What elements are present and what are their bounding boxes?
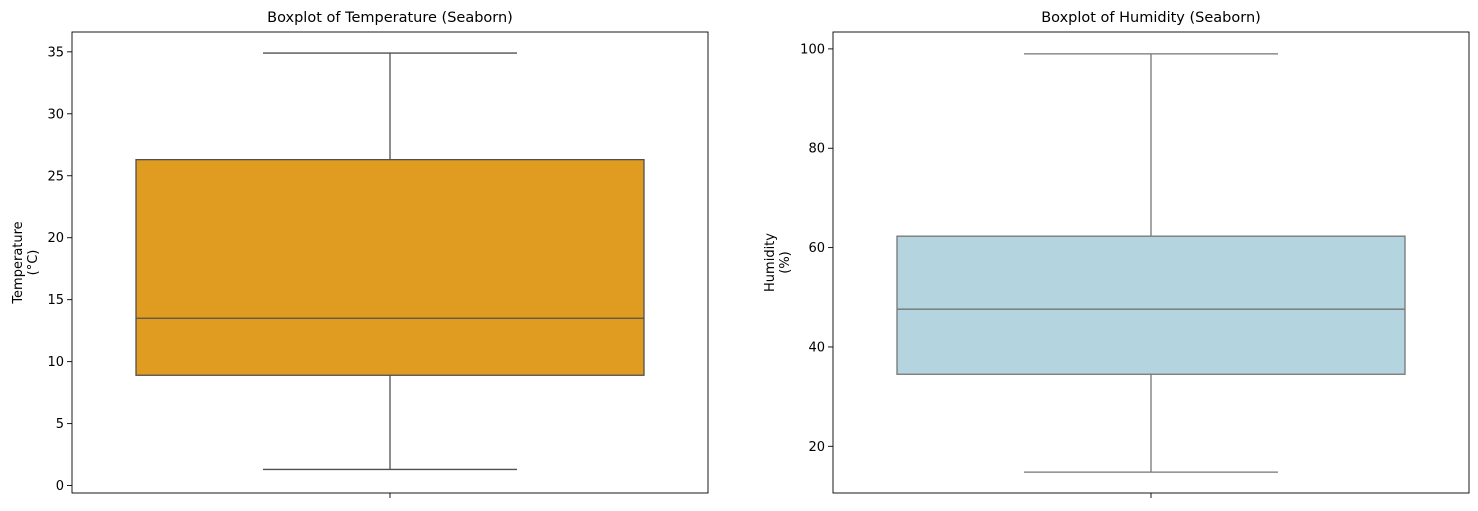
temperature-panel: Boxplot of Temperature (Seaborn) Tempera… bbox=[11, 10, 709, 498]
temperature-ytick-label: 25 bbox=[47, 169, 64, 184]
humidity-ylabel-line1: Humidity bbox=[763, 233, 778, 292]
humidity-boxplot bbox=[896, 53, 1406, 473]
temperature-chart-title: Boxplot of Temperature (Seaborn) bbox=[267, 10, 513, 26]
humidity-iqr-box bbox=[896, 235, 1406, 375]
humidity-y-ticks: 20 40 60 80 100 bbox=[800, 42, 1152, 498]
temperature-ytick-label: 15 bbox=[47, 293, 64, 308]
humidity-ylabel-line2: (%) bbox=[778, 251, 793, 274]
temperature-ytick-label: 0 bbox=[56, 479, 64, 494]
humidity-ytick-label: 20 bbox=[808, 440, 825, 455]
humidity-chart-title: Boxplot of Humidity (Seaborn) bbox=[1041, 10, 1261, 26]
temperature-ytick-label: 20 bbox=[47, 231, 64, 246]
humidity-ytick-label: 80 bbox=[808, 142, 825, 157]
humidity-ytick-label: 60 bbox=[808, 241, 825, 256]
temperature-ylabel-line2: (°C) bbox=[26, 250, 41, 276]
humidity-panel: Boxplot of Humidity (Seaborn) Humidity (… bbox=[763, 10, 1470, 498]
temperature-ytick-label: 10 bbox=[47, 355, 64, 370]
temperature-ytick-label: 5 bbox=[56, 417, 64, 432]
temperature-ytick-label: 35 bbox=[47, 45, 64, 60]
humidity-ytick-label: 40 bbox=[808, 340, 825, 355]
temperature-ylabel-line1: Temperature bbox=[11, 221, 26, 304]
temperature-y-ticks: 0 5 10 15 20 25 30 35 bbox=[47, 45, 391, 498]
temperature-iqr-box bbox=[135, 158, 645, 376]
temperature-boxplot bbox=[135, 52, 645, 471]
temperature-ytick-label: 30 bbox=[47, 107, 64, 122]
humidity-ytick-label: 100 bbox=[800, 42, 825, 57]
